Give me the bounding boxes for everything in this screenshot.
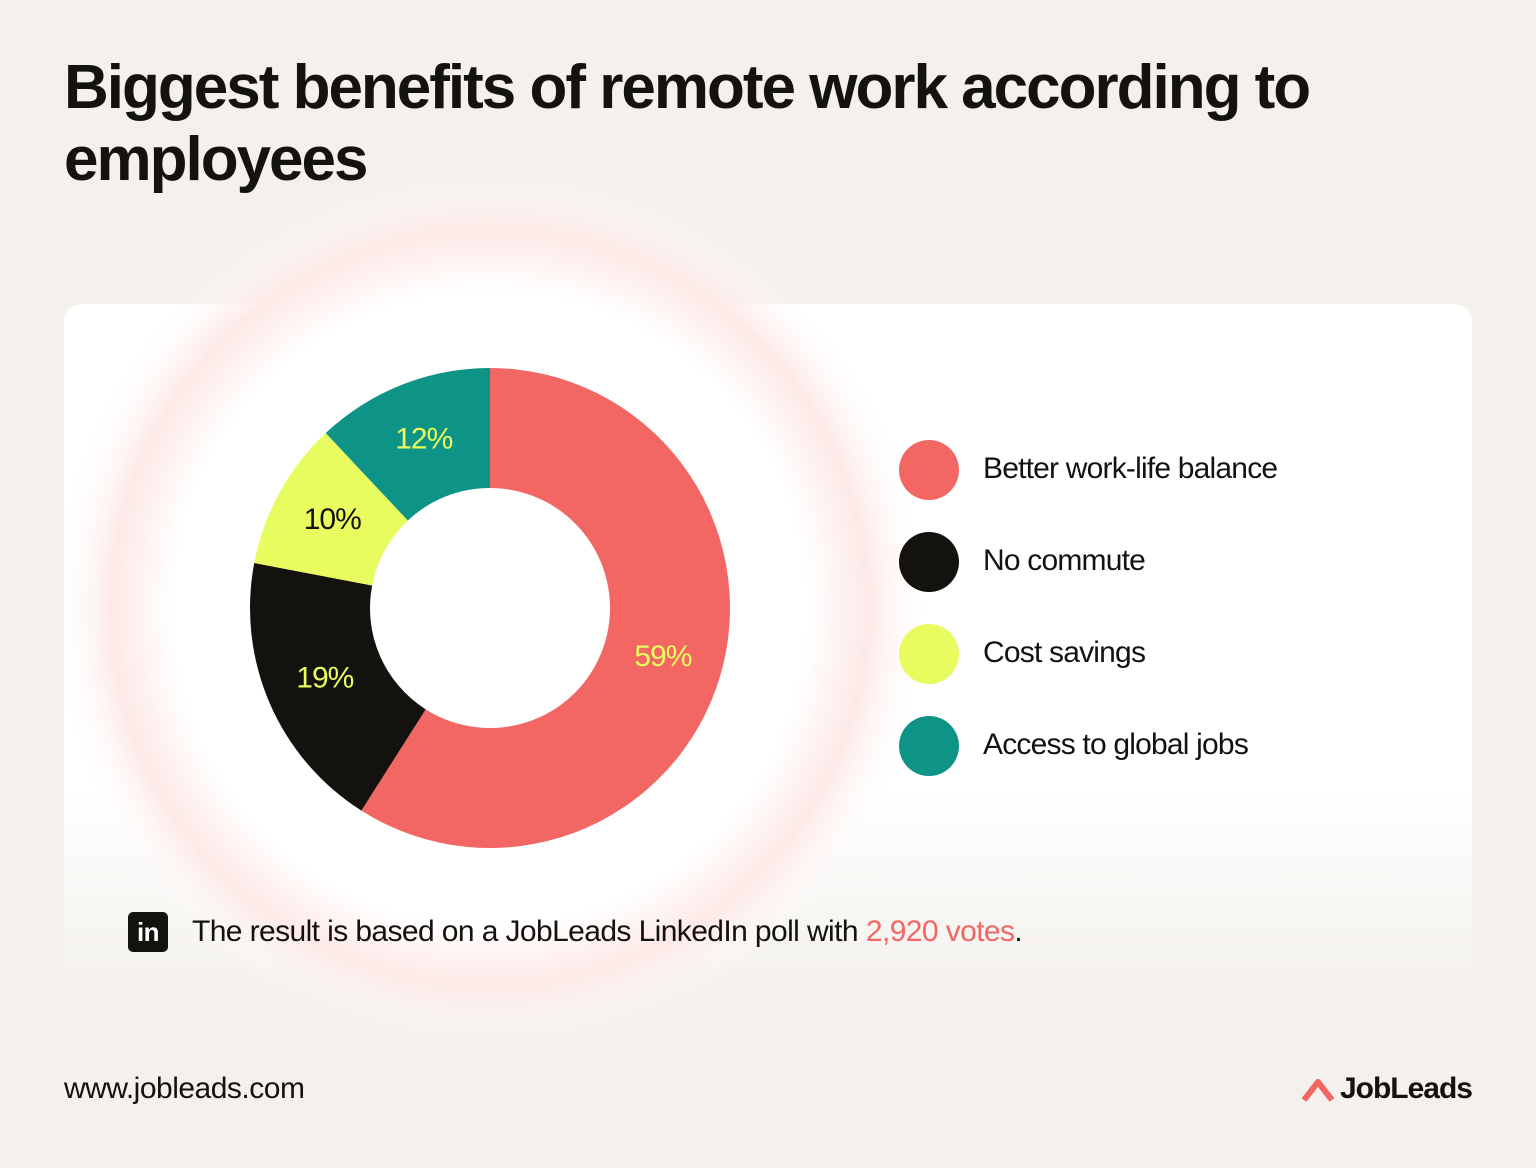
footer-url: www.jobleads.com bbox=[64, 1072, 305, 1105]
slice bbox=[325, 368, 490, 521]
note: in The result is based on a JobLeads Lin… bbox=[128, 912, 1023, 952]
legend-label: Access to global jobs bbox=[983, 728, 1248, 761]
legend-swatch bbox=[899, 624, 959, 684]
note-text: The result is based on a JobLeads Linked… bbox=[192, 915, 859, 948]
legend-swatch bbox=[899, 440, 959, 500]
value-label: 59% bbox=[634, 640, 691, 673]
note-highlight: 2,920 votes bbox=[865, 915, 1015, 948]
slice bbox=[361, 368, 731, 849]
slice bbox=[254, 433, 408, 586]
linkedin-icon: in bbox=[128, 912, 168, 952]
brand-logo bbox=[1301, 1079, 1335, 1102]
value-label: 10% bbox=[304, 503, 361, 536]
slice bbox=[250, 563, 426, 811]
brand: JobLeads bbox=[1300, 1072, 1473, 1106]
value-label: 19% bbox=[296, 661, 353, 694]
note-end: . bbox=[1014, 915, 1023, 948]
legend-swatch bbox=[899, 716, 959, 776]
value-label: 12% bbox=[395, 423, 452, 456]
legend-label: Better work-life balance bbox=[983, 452, 1277, 485]
chart-title: Biggest benefits of remote work accordin… bbox=[64, 53, 1311, 194]
legend-label: No commute bbox=[983, 544, 1145, 577]
legend-label: Cost savings bbox=[983, 636, 1145, 669]
brand-name: JobLeads bbox=[1339, 1072, 1473, 1105]
legend-swatch bbox=[899, 532, 959, 592]
